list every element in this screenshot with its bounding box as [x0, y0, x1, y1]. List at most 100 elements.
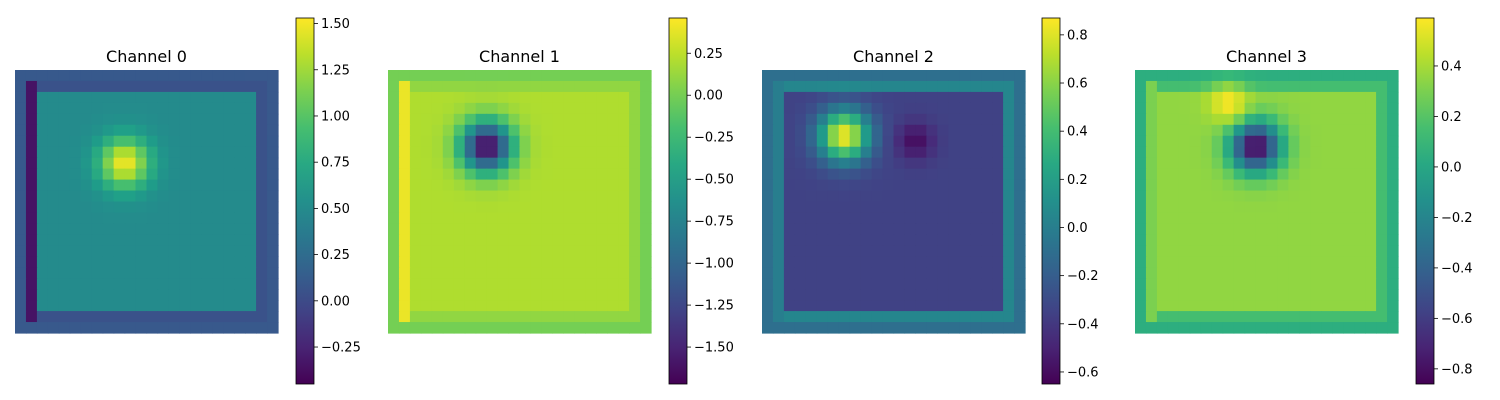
heatmap-cell	[640, 278, 652, 290]
heatmap-cell	[596, 245, 608, 257]
heatmap-cell	[1200, 234, 1213, 246]
heatmap-cell	[893, 201, 906, 214]
heatmap-cell	[959, 135, 971, 148]
panel-title: Channel 1	[479, 47, 560, 66]
heatmap-cell	[179, 135, 191, 148]
heatmap-cell	[937, 289, 949, 301]
heatmap-cell	[1189, 223, 1202, 235]
heatmap-cell	[1145, 179, 1158, 192]
heatmap-cell	[981, 146, 993, 159]
heatmap-cell	[475, 113, 488, 126]
heatmap-cell	[1299, 157, 1311, 170]
heatmap-cell	[1145, 113, 1158, 126]
heatmap-cell	[794, 322, 807, 334]
heatmap-cell	[552, 190, 564, 203]
heatmap-cell	[201, 168, 213, 181]
heatmap-cell	[497, 223, 510, 235]
heatmap-cell	[256, 300, 268, 312]
heatmap-cell	[640, 113, 652, 126]
heatmap-cell	[1145, 201, 1158, 214]
heatmap-cell	[497, 234, 510, 246]
heatmap-cell	[530, 212, 543, 225]
heatmap-cell	[91, 245, 104, 257]
heatmap-cell	[58, 168, 71, 181]
heatmap-cell	[882, 322, 895, 334]
heatmap-cell	[1365, 234, 1377, 246]
heatmap-cell	[113, 223, 126, 235]
heatmap-cell	[124, 234, 137, 246]
heatmap-cell	[1354, 278, 1366, 290]
heatmap-cell	[15, 278, 27, 290]
heatmap-cell	[1178, 256, 1191, 268]
heatmap-cell	[135, 201, 148, 214]
heatmap-cell	[497, 300, 510, 312]
heatmap-cell	[58, 267, 71, 279]
heatmap-cell	[1167, 168, 1180, 181]
heatmap-cell	[827, 278, 840, 290]
heatmap-cell	[1387, 201, 1399, 214]
heatmap-cell	[618, 70, 630, 82]
heatmap-cell	[1233, 70, 1246, 82]
heatmap-cell	[838, 190, 851, 203]
heatmap-cell	[794, 311, 807, 323]
heatmap-cell	[915, 322, 927, 334]
heatmap-cell	[223, 91, 235, 104]
heatmap-cell	[464, 267, 477, 279]
heatmap-cell	[1343, 91, 1355, 104]
heatmap-cell	[1255, 135, 1268, 148]
heatmap-cell	[618, 157, 630, 170]
heatmap-cell	[1299, 267, 1311, 279]
heatmap-cell	[618, 124, 630, 137]
heatmap-cell	[1156, 201, 1169, 214]
heatmap-cell	[1288, 146, 1300, 159]
heatmap-cell	[157, 70, 170, 82]
heatmap-cell	[563, 322, 575, 334]
heatmap-cell	[15, 179, 27, 192]
heatmap-cell	[1354, 311, 1366, 323]
heatmap-cell	[1266, 124, 1279, 137]
heatmap-cell	[80, 245, 93, 257]
heatmap-cell	[47, 168, 60, 181]
heatmap-cell	[1321, 322, 1333, 334]
heatmap-cell	[1365, 168, 1377, 181]
heatmap-cell	[267, 135, 279, 148]
heatmap-cell	[1222, 311, 1235, 323]
heatmap-cell	[157, 267, 170, 279]
heatmap-cells	[388, 70, 652, 334]
heatmap-cell	[1288, 124, 1300, 137]
heatmap-cell	[948, 278, 960, 290]
heatmap-cell	[1189, 146, 1202, 159]
heatmap-cell	[398, 278, 411, 290]
heatmap-cell	[1310, 278, 1322, 290]
heatmap-cell	[849, 70, 862, 82]
heatmap-cell	[508, 212, 521, 225]
heatmap-cell	[926, 157, 938, 170]
heatmap-cell	[871, 113, 884, 126]
heatmap-cell	[1321, 212, 1333, 225]
heatmap-cell	[1003, 179, 1015, 192]
heatmap-cell	[431, 311, 444, 323]
heatmap-cell	[585, 223, 597, 235]
heatmap-cell	[69, 300, 82, 312]
heatmap-cell	[871, 190, 884, 203]
heatmap-cell	[618, 91, 630, 104]
colorbar-tick-label: −0.4	[1441, 261, 1473, 276]
heatmap-cell	[1189, 70, 1202, 82]
heatmap-cell	[981, 300, 993, 312]
heatmap-cell	[1354, 124, 1366, 137]
heatmap-cell	[80, 300, 93, 312]
heatmap-cell	[1178, 124, 1191, 137]
heatmap-cell	[816, 113, 829, 126]
heatmap-cell	[1135, 113, 1147, 126]
heatmap-cell	[1244, 146, 1257, 159]
heatmap-cell	[420, 190, 433, 203]
heatmap-cell	[762, 300, 774, 312]
heatmap-cell	[849, 179, 862, 192]
heatmap-cell	[256, 135, 268, 148]
heatmap-cell	[135, 212, 148, 225]
heatmap-cell	[388, 300, 400, 312]
heatmap-cell	[508, 322, 521, 334]
heatmap-cell	[1277, 289, 1290, 301]
heatmap-cell	[102, 322, 115, 334]
heatmap-cell	[871, 146, 884, 159]
